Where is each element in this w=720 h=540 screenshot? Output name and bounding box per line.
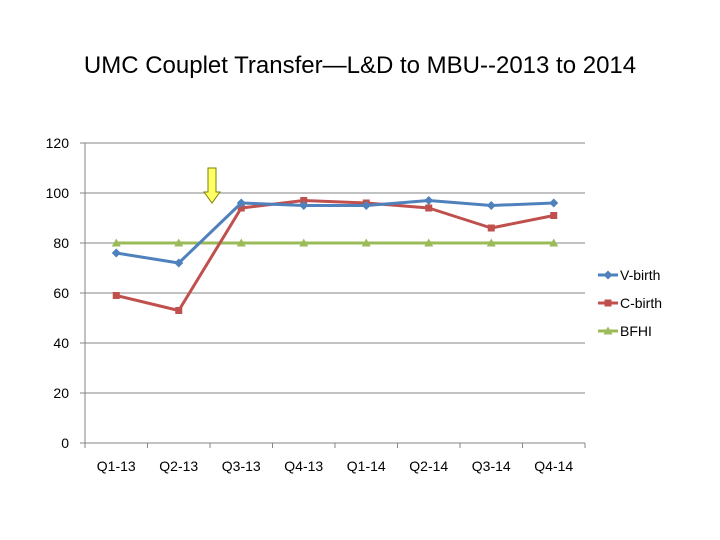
data-point-bfhi — [174, 238, 184, 247]
chart-title: UMC Couplet Transfer—L&D to MBU--2013 to… — [83, 52, 637, 79]
legend-label-bfhi: BFHI — [620, 323, 652, 339]
y-tick-label: 40 — [53, 335, 69, 351]
data-point-v-birth — [486, 201, 496, 210]
y-tick-label: 0 — [61, 435, 69, 451]
data-point-bfhi — [361, 238, 371, 247]
x-tick-label: Q2-14 — [409, 458, 448, 474]
data-point-c-birth — [300, 197, 308, 204]
data-point-v-birth — [111, 248, 121, 258]
y-tick-label: 120 — [46, 135, 70, 151]
annotation-arrow — [203, 167, 221, 204]
y-tick-label: 60 — [53, 285, 69, 301]
legend-label-c-birth: C-birth — [620, 295, 662, 311]
data-point-c-birth — [237, 204, 245, 212]
data-point-c-birth — [112, 292, 120, 299]
y-tick-label: 100 — [46, 185, 70, 201]
legend-marker-v-birth — [603, 270, 613, 280]
data-point-v-birth — [361, 201, 371, 210]
x-tick-label: Q4-14 — [534, 458, 573, 474]
legend-marker-c-birth — [604, 299, 612, 307]
x-tick-label: Q3-13 — [222, 458, 261, 474]
y-tick-label: 80 — [53, 235, 69, 251]
data-point-v-birth — [299, 201, 309, 210]
legend-label-v-birth: V-birth — [620, 267, 660, 283]
data-point-v-birth — [549, 198, 559, 208]
series-line-c-birth — [115, 199, 555, 312]
data-point-v-birth — [424, 196, 434, 205]
data-point-v-birth — [174, 258, 184, 268]
x-tick-label: Q1-13 — [97, 458, 136, 474]
data-point-bfhi — [486, 238, 496, 247]
x-tick-label: Q2-13 — [159, 458, 198, 474]
data-point-c-birth — [425, 204, 433, 212]
x-tick-label: Q1-14 — [347, 458, 386, 474]
data-point-bfhi — [236, 238, 246, 247]
data-point-c-birth — [175, 307, 183, 314]
data-point-v-birth — [236, 198, 246, 208]
data-point-bfhi — [549, 238, 559, 247]
data-point-bfhi — [111, 238, 121, 247]
x-tick-label: Q3-14 — [472, 458, 511, 474]
data-point-c-birth — [487, 224, 495, 232]
legend-marker-bfhi — [603, 326, 613, 335]
series-line-v-birth — [116, 199, 554, 265]
y-tick-label: 20 — [53, 385, 69, 401]
data-point-bfhi — [424, 238, 434, 247]
data-point-bfhi — [299, 238, 309, 247]
data-point-c-birth — [550, 212, 558, 219]
x-tick-label: Q4-13 — [284, 458, 323, 474]
